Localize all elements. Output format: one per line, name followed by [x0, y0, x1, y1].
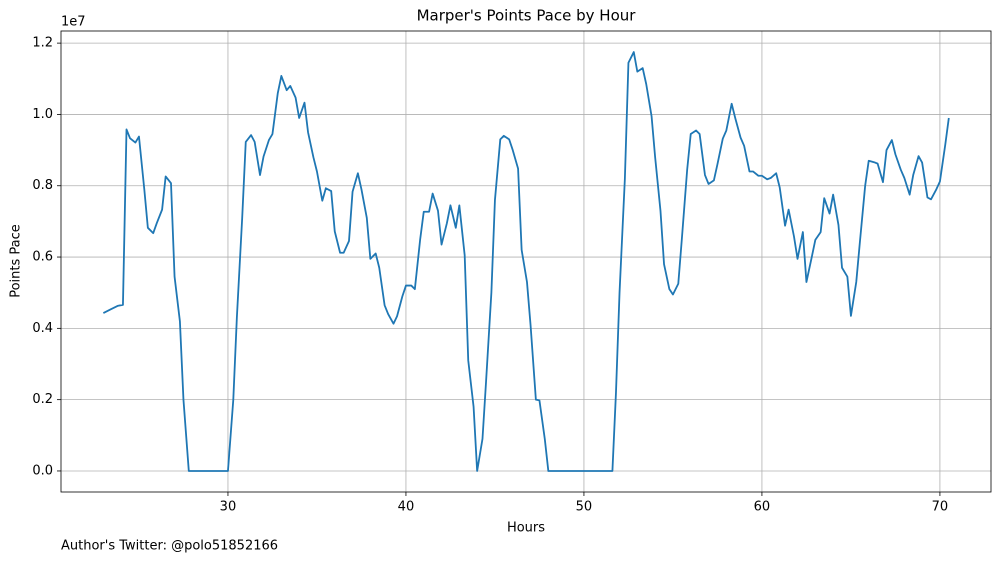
plot-frame	[60, 30, 992, 493]
y-tick-label: 0.0	[32, 463, 53, 478]
x-tick-label: 60	[754, 500, 771, 515]
y-tick-label: 1.2	[32, 36, 53, 51]
x-axis-label: Hours	[507, 521, 545, 536]
y-tick-label: 0.4	[32, 321, 53, 336]
x-tick-label: 50	[576, 500, 593, 515]
y-axis-label: Points Pace	[9, 224, 24, 298]
y-tick-label: 1.0	[32, 107, 53, 122]
x-tick-label: 40	[398, 500, 415, 515]
y-offset-text: 1e7	[61, 15, 86, 30]
y-tick-label: 0.2	[32, 392, 53, 407]
x-tick-label: 30	[220, 500, 237, 515]
y-tick-label: 0.6	[32, 250, 53, 265]
y-tick-label: 0.8	[32, 178, 53, 193]
data-line	[102, 51, 950, 472]
x-tick-label: 70	[932, 500, 949, 515]
chart-title: Marper's Points Pace by Hour	[417, 7, 637, 25]
footer: Author's Twitter: @polo51852166	[61, 539, 278, 554]
